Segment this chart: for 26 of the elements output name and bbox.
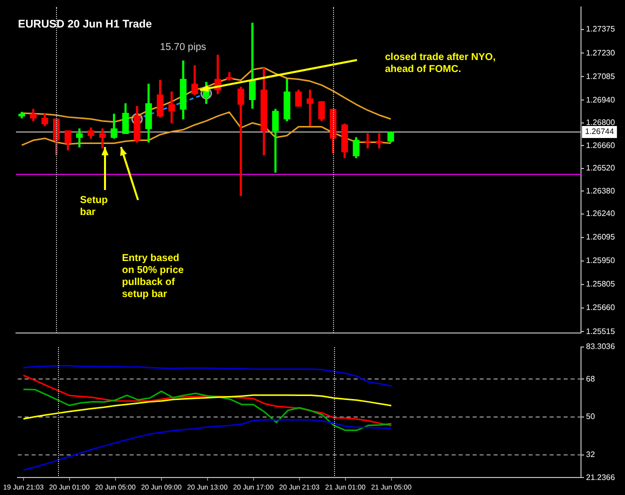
- y-tick-label: 1.26380: [586, 186, 616, 196]
- y-tick-label: 1.25950: [586, 256, 616, 266]
- annotation: closed trade after NYO, ahead of FOMC.: [385, 52, 496, 75]
- y-tick-label: 1.25515: [586, 326, 616, 336]
- y-tick-label: 1.27375: [586, 24, 616, 34]
- annotation: Entry based on 50% price pullback of setup bar: [122, 252, 184, 300]
- ref-line-label: 1.26744: [585, 127, 614, 136]
- y-tick-label: 83.3036: [586, 342, 616, 352]
- y-tick-label: 1.26660: [586, 140, 616, 150]
- y-tick-label: 32: [586, 450, 596, 460]
- y-tick-label: 1.25660: [586, 303, 616, 312]
- y-tick-label: 1.26940: [586, 95, 616, 104]
- y-tick-label: 1.25805: [586, 280, 616, 289]
- y-tick-label: 21.2366: [586, 472, 616, 482]
- y-tick-label: 50: [586, 412, 596, 422]
- y-tick-label: 1.26520: [586, 164, 616, 173]
- y-tick-label: 1.27230: [586, 48, 616, 58]
- y-tick-label: 1.27085: [586, 72, 616, 81]
- annotation: 15.70 pips: [160, 42, 206, 53]
- y-tick-label: 1.26800: [586, 118, 616, 128]
- y-tick-label: 1.26240: [586, 209, 616, 218]
- text: EURUSD 20 Jun H1 Trade: [18, 18, 152, 30]
- y-tick-label: 1.26095: [586, 232, 616, 242]
- y-tick-label: 68: [586, 374, 596, 384]
- annotation: Setup bar: [80, 194, 108, 218]
- candlestick: [376, 133, 383, 148]
